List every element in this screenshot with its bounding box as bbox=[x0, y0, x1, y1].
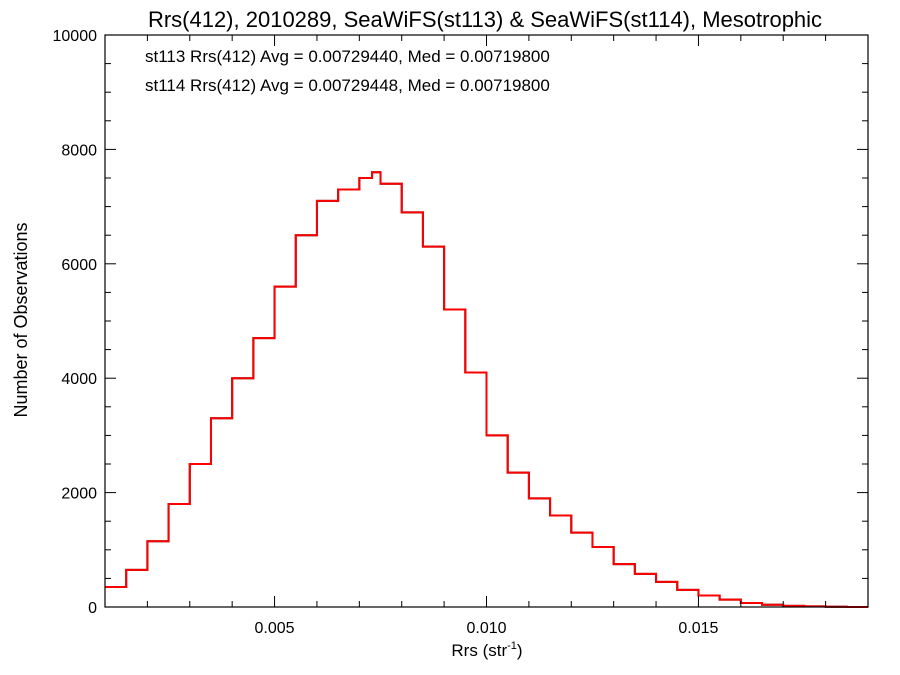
series-layer bbox=[105, 171, 868, 608]
x-axis-label-tail: ) bbox=[517, 641, 523, 660]
annotation-st114: st114 Rrs(412) Avg = 0.00729448, Med = 0… bbox=[145, 76, 550, 95]
x-axis-label: Rrs (str-1) bbox=[451, 640, 522, 660]
x-tick-label: 0.015 bbox=[678, 620, 718, 637]
y-tick-label: 10000 bbox=[53, 28, 98, 45]
y-axis-label: Number of Observations bbox=[11, 222, 31, 417]
y-tick-label: 6000 bbox=[61, 257, 97, 274]
y-tick-label: 0 bbox=[88, 600, 97, 617]
x-tick-label: 0.005 bbox=[255, 620, 295, 637]
x-axis-label-sup: -1 bbox=[507, 640, 517, 652]
x-tick-label: 0.010 bbox=[466, 620, 506, 637]
x-axis-label-main: Rrs (str bbox=[451, 641, 507, 660]
y-tick-label: 4000 bbox=[61, 371, 97, 388]
series-st114-line bbox=[105, 171, 868, 608]
chart-title: Rrs(412), 2010289, SeaWiFS(st113) & SeaW… bbox=[148, 7, 822, 32]
y-tick-label: 2000 bbox=[61, 486, 97, 503]
y-tick-label: 8000 bbox=[61, 142, 97, 159]
plot-frame bbox=[104, 34, 869, 608]
annotation-st113: st113 Rrs(412) Avg = 0.00729440, Med = 0… bbox=[145, 47, 550, 66]
axis-ticks: 0.005 0.010 0.015 0 2000 4000 6000 8000 10000 bbox=[53, 28, 869, 637]
